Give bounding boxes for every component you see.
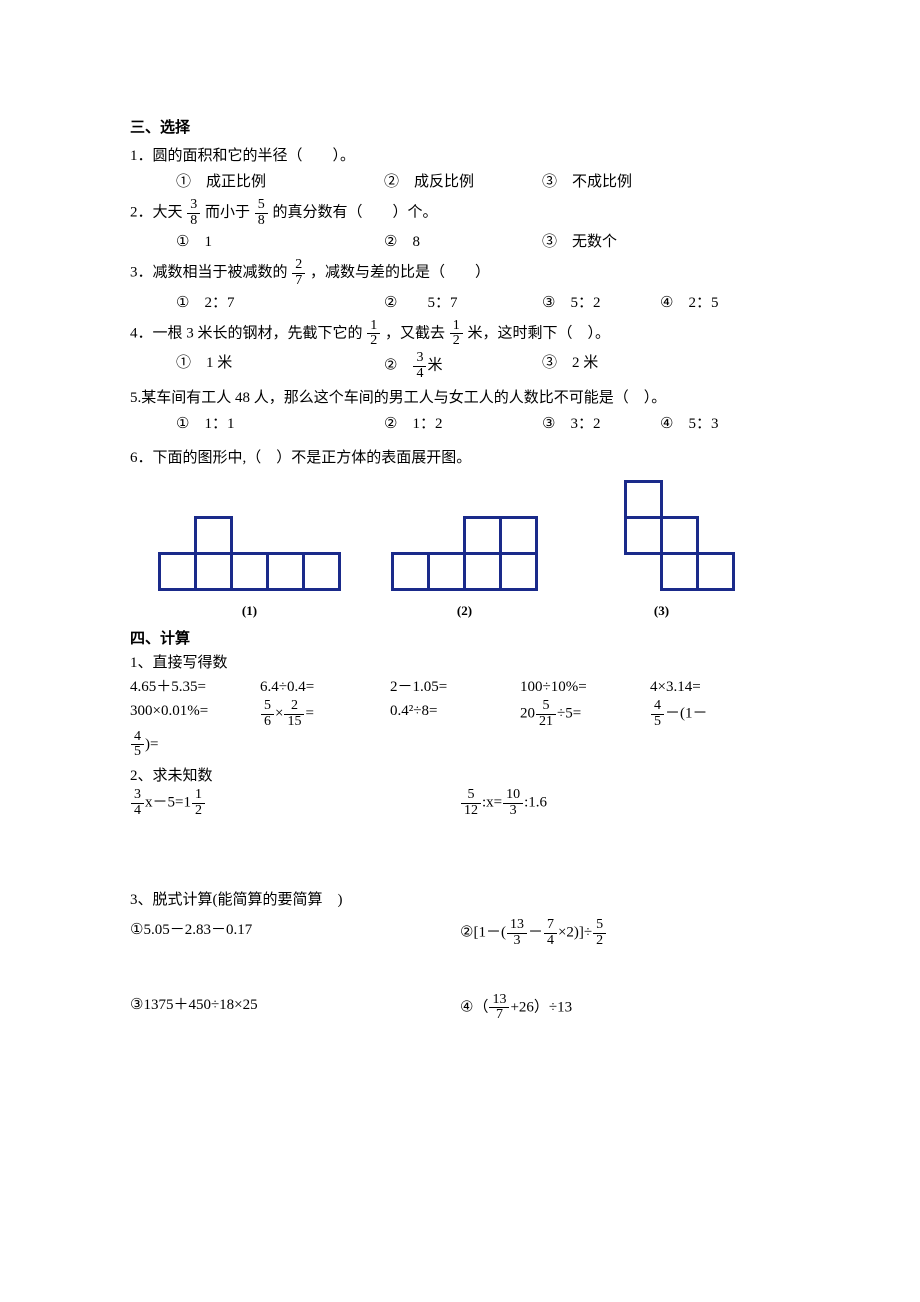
q2-pre: 2．大天 (130, 205, 183, 221)
q5-o4: ④ 5：3 (660, 412, 770, 436)
q3-options: ① 2：7 ② 5：7 ③ 5：2 ④ 2：5 (176, 291, 790, 315)
calc3-row2: ③1375＋450÷18×25 ④（137+26）÷13 (130, 993, 790, 1023)
q3-o1: ① 2：7 (176, 291, 376, 315)
q3-o2: ② 5：7 (384, 291, 534, 315)
c1b4: 20521÷5= (520, 699, 650, 729)
q5-options: ① 1：1 ② 1：2 ③ 3：2 ④ 5：3 (176, 412, 790, 436)
q3-o3: ③ 5：2 (542, 291, 652, 315)
calc3-title: 3、脱式计算(能简算的要简算 ) (130, 888, 790, 912)
q4-post: 米，这时剩下（ ）。 (468, 325, 611, 341)
q2-f1: 38 (187, 198, 200, 228)
q2: 2．大天 38 而小于 58 的真分数有（ ）个。 (130, 198, 790, 228)
net3: (3) (588, 480, 735, 622)
c1b3: 0.4²÷8= (390, 699, 520, 729)
c1b2: 56×215= (260, 699, 390, 729)
c1a2: 6.4÷0.4= (260, 675, 390, 699)
q4-f1: 12 (367, 319, 380, 349)
cube-nets: (1) (2) (3) (158, 480, 790, 622)
q5-o3: ③ 3：2 (542, 412, 652, 436)
q5-o1: ① 1：1 (176, 412, 376, 436)
calc1-title: 1、直接写得数 (130, 651, 790, 675)
q2-o2: ② 8 (384, 230, 534, 254)
q2-post: 的真分数有（ ）个。 (273, 205, 438, 221)
net2-cap: (2) (391, 601, 538, 622)
q3: 3．减数相当于被减数的 27 ，减数与差的比是（ ） (130, 258, 790, 288)
section3-title: 三、选择 (130, 116, 790, 140)
c1a5: 4×3.14= (650, 675, 780, 699)
q4-mid: ，又截去 (385, 325, 445, 341)
calc3-a1: ①5.05－2.83－0.17 (130, 918, 460, 948)
q5: 5.某车间有工人 48 人，那么这个车间的男工人与女工人的人数比不可能是（ ）。 (130, 386, 790, 410)
q4: 4．一根 3 米长的钢材，先截下它的 12 ，又截去 12 米，这时剩下（ ）。 (130, 319, 790, 349)
calc1-row2: 300×0.01%= 56×215= 0.4²÷8= 20521÷5= 45－(… (130, 699, 790, 729)
c1a3: 2－1.05= (390, 675, 520, 699)
q4-f2: 12 (450, 319, 463, 349)
calc2-left: 34x－5=112 (130, 788, 460, 818)
calc3-row1: ①5.05－2.83－0.17 ②[1－(133－74×2)]÷52 (130, 918, 790, 948)
net2: (2) (391, 516, 538, 622)
q2-o1: ① 1 (176, 230, 376, 254)
q3-o4: ④ 2：5 (660, 291, 770, 315)
q4-o2: ② 34米 (384, 351, 534, 381)
q2-mid: 而小于 (205, 205, 250, 221)
q1-options: ① 成正比例 ② 成反比例 ③ 不成比例 (176, 170, 790, 194)
net1-cap: (1) (158, 601, 341, 622)
q4-o3: ③ 2 米 (542, 351, 692, 381)
q2-f2: 58 (255, 198, 268, 228)
q1-o1: ① 成正比例 (176, 170, 376, 194)
q1-o2: ② 成反比例 (384, 170, 534, 194)
q4-options: ① 1 米 ② 34米 ③ 2 米 (176, 351, 790, 381)
q3-post: ，减数与差的比是（ ） (310, 265, 490, 281)
q3-f: 27 (292, 258, 305, 288)
c1a1: 4.65＋5.35= (130, 675, 260, 699)
calc2-row: 34x－5=112 512:x=103:1.6 (130, 788, 790, 818)
calc2-right: 512:x=103:1.6 (460, 788, 790, 818)
calc2-title: 2、求未知数 (130, 764, 790, 788)
calc1-row1: 4.65＋5.35= 6.4÷0.4= 2－1.05= 100÷10%= 4×3… (130, 675, 790, 699)
q2-options: ① 1 ② 8 ③ 无数个 (176, 230, 790, 254)
q5-o2: ② 1：2 (384, 412, 534, 436)
q1: 1．圆的面积和它的半径（ ）。 (130, 144, 790, 168)
calc3-a2: ②[1－(133－74×2)]÷52 (460, 918, 790, 948)
q1-o3: ③ 不成比例 (542, 170, 692, 194)
c1a4: 100÷10%= (520, 675, 650, 699)
section4-title: 四、计算 (130, 627, 790, 651)
net3-cap: (3) (588, 601, 735, 622)
q2-o3: ③ 无数个 (542, 230, 692, 254)
calc3-b2: ④（137+26）÷13 (460, 993, 790, 1023)
net1: (1) (158, 516, 341, 622)
c1b1: 300×0.01%= (130, 699, 260, 729)
calc3-b1: ③1375＋450÷18×25 (130, 993, 460, 1023)
q4-o1: ① 1 米 (176, 351, 376, 381)
q4-pre: 4．一根 3 米长的钢材，先截下它的 (130, 325, 363, 341)
calc1-row3: 45)= (130, 730, 790, 760)
q3-pre: 3．减数相当于被减数的 (130, 265, 288, 281)
c1b5: 45－(1－ (650, 699, 780, 729)
q6: 6．下面的图形中,（ ）不是正方体的表面展开图。 (130, 446, 790, 470)
